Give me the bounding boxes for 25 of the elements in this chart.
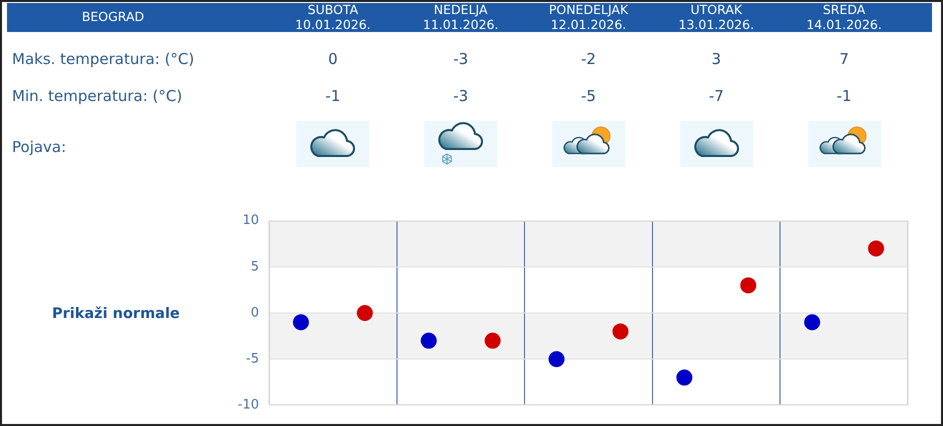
text: SREDA 14.01.2026.: [805, 2, 883, 32]
data-label: 0: [327, 49, 339, 69]
text: UTORAK 13.01.2026.: [678, 2, 756, 32]
text: PONEDELJAK 12.01.2026.: [548, 2, 630, 32]
text: Maks. temperatura: (°C): [12, 49, 194, 69]
y-tick-label: 0: [250, 305, 259, 320]
data-label: -5: [580, 86, 597, 106]
text: BEOGRAD: [80, 9, 146, 25]
text: Min. temperatura: (°C): [12, 86, 182, 106]
data-label: 3: [710, 49, 722, 69]
data-label: -7: [708, 86, 725, 106]
text: NEDELJA 11.01.2026.: [422, 2, 500, 32]
data-label: -1: [324, 86, 342, 106]
text: Prikaži normale: [52, 305, 180, 324]
y-tick-label: -5: [246, 351, 259, 366]
data-label: -2: [580, 49, 597, 69]
text: SUBOTA 10.01.2026.: [294, 2, 372, 32]
text: Pojava:: [12, 137, 66, 157]
data-label: 7: [838, 49, 850, 69]
data-label: -1: [836, 86, 853, 106]
data-label: -3: [452, 86, 470, 106]
y-tick-label: 10: [242, 213, 259, 228]
y-tick-label: 5: [250, 259, 259, 274]
data-label: -3: [452, 49, 470, 69]
y-tick-label: -10: [238, 398, 259, 413]
